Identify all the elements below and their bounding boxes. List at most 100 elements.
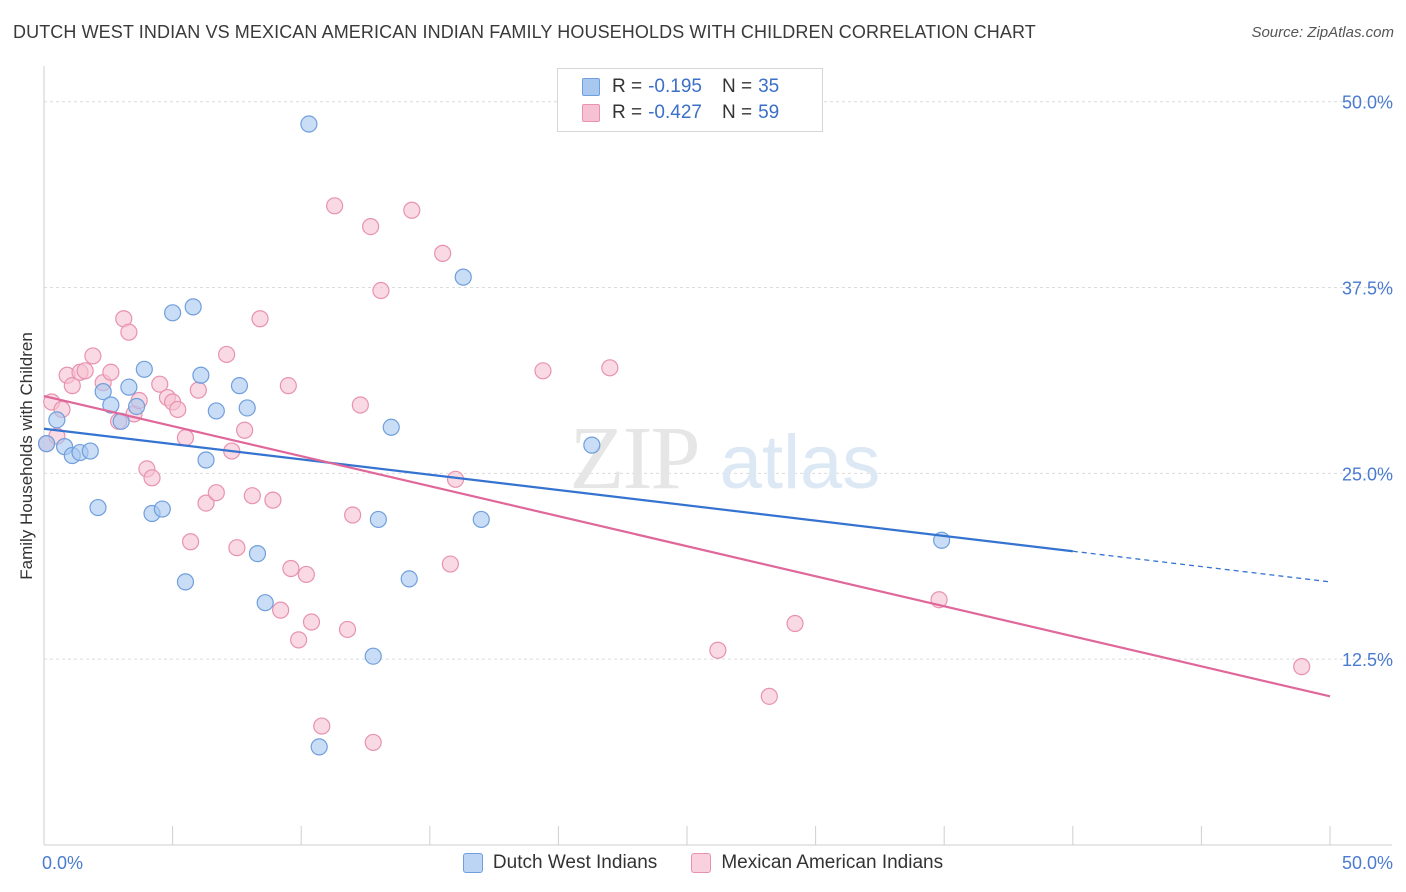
- mexican-point: [403, 201, 421, 219]
- dutch-point: [184, 298, 202, 316]
- series-legend: Dutch West Indians Mexican American Indi…: [0, 852, 1406, 874]
- n-value: 35: [758, 76, 780, 97]
- mexican-point: [282, 559, 300, 578]
- dutch-point: [37, 435, 56, 453]
- x-tick-label: 0.0%: [42, 853, 83, 873]
- y-axis-label: Family Households with Children: [17, 332, 36, 580]
- dutch-point: [583, 436, 601, 454]
- mexican-point: [362, 218, 380, 236]
- stats-legend: R = -0.195 N = 35 R = -0.427 N = 59: [557, 68, 823, 132]
- r-value: -0.195: [648, 76, 702, 97]
- axes: [43, 66, 1392, 846]
- data-points: [37, 115, 1311, 756]
- mexican-point: [709, 641, 727, 659]
- dutch-point: [176, 573, 195, 591]
- mexican-point: [76, 362, 94, 380]
- mexican-point: [338, 620, 357, 639]
- mexican-point: [372, 281, 390, 300]
- mexican-point: [218, 345, 236, 364]
- mexican-point: [272, 601, 290, 619]
- mexican-point: [290, 631, 308, 649]
- dutch-point: [89, 498, 107, 517]
- y-tick-label: 12.5%: [1342, 650, 1393, 670]
- dutch-point: [164, 304, 182, 322]
- dutch-trend-extension: [1072, 550, 1331, 583]
- mexican-swatch: [582, 104, 600, 122]
- mexican-point: [102, 363, 120, 381]
- dutch-point: [472, 510, 490, 529]
- x-tick-label: 50.0%: [1342, 853, 1393, 873]
- stats-row-dutch: R = -0.195 N = 35: [582, 74, 779, 100]
- n-label: N =: [721, 76, 753, 97]
- dutch-point: [81, 442, 99, 460]
- mexican-point: [326, 197, 344, 215]
- dutch-point: [192, 366, 210, 384]
- r-value: -0.427: [648, 102, 702, 123]
- watermark: ZIP atlas: [570, 409, 881, 508]
- mexican-point: [236, 421, 254, 439]
- source-credit: Source: ZipAtlas.com: [1251, 24, 1394, 41]
- dutch-point: [94, 383, 112, 401]
- r-label: R =: [612, 76, 643, 97]
- mexican-point: [297, 565, 315, 584]
- dutch-point: [256, 594, 274, 612]
- mexican-point: [251, 310, 269, 328]
- dutch-point: [400, 570, 418, 588]
- mexican-point: [279, 377, 297, 395]
- dutch-point: [102, 396, 120, 414]
- mexican-point: [313, 717, 331, 735]
- chart-title: DUTCH WEST INDIAN VS MEXICAN AMERICAN IN…: [13, 22, 1036, 42]
- mexican-point: [534, 362, 552, 380]
- legend-item-mexican-american-indians[interactable]: Mexican American Indians: [691, 852, 943, 874]
- dutch-point: [382, 418, 400, 436]
- y-tick-label: 25.0%: [1342, 464, 1393, 484]
- mexican-legend-swatch: [691, 853, 712, 873]
- dutch-point: [248, 545, 267, 563]
- dutch-point: [454, 268, 472, 286]
- stats-row-mexican: R = -0.427 N = 59: [582, 100, 779, 126]
- dutch-point: [127, 397, 146, 416]
- mexican-point: [344, 506, 362, 524]
- mexican-point: [176, 429, 195, 447]
- mexican-point: [63, 377, 81, 395]
- mexican-point: [243, 487, 261, 505]
- dutch-point: [135, 360, 153, 378]
- mexican-point: [264, 491, 282, 509]
- dutch-trend-line: [43, 427, 1073, 553]
- dutch-point: [48, 411, 66, 429]
- mexican-point: [189, 381, 207, 399]
- dutch-point: [230, 377, 249, 395]
- mexican-point: [197, 494, 215, 512]
- n-label: N =: [721, 102, 753, 123]
- legend-label: Mexican American Indians: [721, 852, 944, 873]
- r-label: R =: [612, 102, 643, 123]
- mexican-point: [364, 733, 382, 752]
- dutch-point: [300, 115, 318, 133]
- mexican-point: [207, 484, 225, 502]
- mexican-point: [169, 400, 187, 419]
- mexican-point: [228, 539, 246, 557]
- mexican-point: [1293, 658, 1311, 676]
- mexican-point: [786, 614, 804, 633]
- mexican-trend-line: [43, 394, 1331, 698]
- dutch-point: [197, 451, 215, 469]
- dutch-point: [120, 378, 138, 396]
- mexican-point: [84, 347, 102, 365]
- y-tick-label: 50.0%: [1342, 93, 1393, 113]
- legend-item-dutch-west-indians[interactable]: Dutch West Indians: [462, 852, 658, 874]
- mexican-point: [143, 469, 161, 487]
- dutch-point: [364, 647, 382, 665]
- mexican-point: [601, 359, 619, 377]
- dutch-point: [153, 500, 171, 518]
- dutch-point: [310, 738, 328, 756]
- dutch-point: [207, 402, 225, 420]
- watermark-atlas: atlas: [720, 420, 881, 505]
- mexican-point: [182, 533, 200, 551]
- mexican-point: [302, 613, 321, 631]
- dutch-point: [238, 399, 256, 417]
- n-value: 59: [758, 102, 780, 123]
- dutch-legend-swatch: [462, 853, 483, 873]
- legend-label: Dutch West Indians: [492, 852, 658, 873]
- tick-labels: 12.5% 25.0% 37.5% 50.0% 0.0% 50.0%: [42, 93, 1393, 873]
